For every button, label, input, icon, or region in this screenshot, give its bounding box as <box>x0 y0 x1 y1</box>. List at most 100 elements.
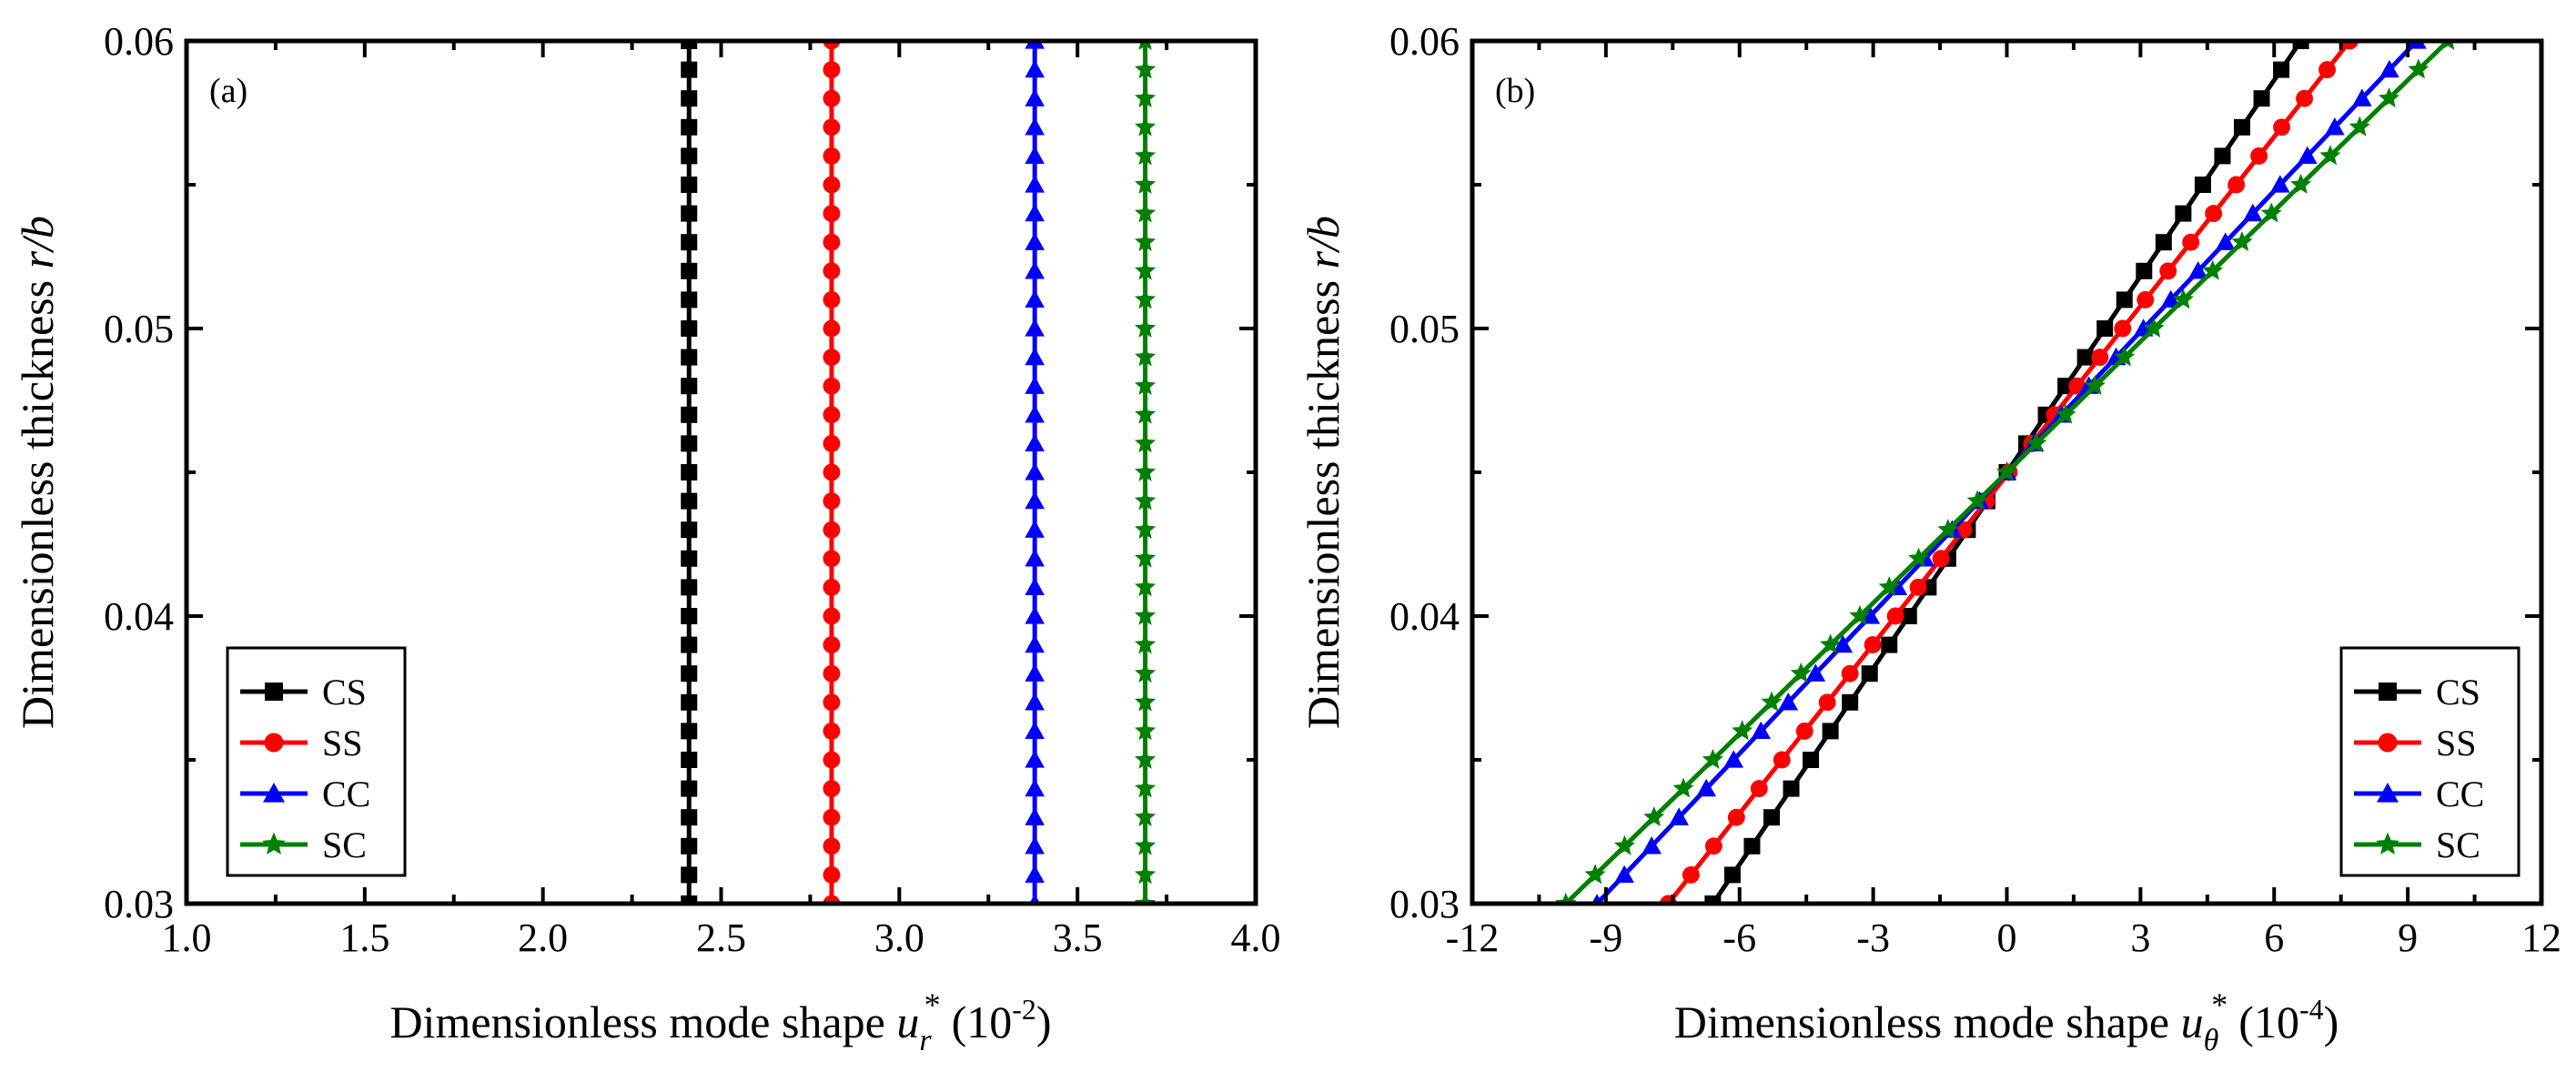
series-sc-point <box>1584 864 1606 885</box>
series-cc-point <box>1025 577 1045 596</box>
series-cs-point <box>681 780 698 797</box>
legend-sc-marker <box>2376 832 2399 855</box>
series-sc-point <box>1135 202 1157 223</box>
series-ss-point <box>2296 89 2313 107</box>
series-sc-point <box>1135 490 1157 511</box>
series-sc-point <box>2143 317 2165 338</box>
series-sc-point <box>1135 173 1157 194</box>
series-ss-point <box>823 89 841 107</box>
series-cs-point <box>681 866 698 884</box>
x-tick-label: 1.5 <box>339 915 389 960</box>
series-sc-point <box>2349 116 2370 137</box>
series-ss-point <box>823 118 841 137</box>
series-sc-point <box>2202 259 2224 280</box>
series-sc-point <box>1135 317 1157 338</box>
panel-a-tick-labels: 1.0 1.5 2.0 2.5 3.0 3.5 4.0 0.03 0.04 0.05 0.06 <box>104 19 1281 960</box>
series-cs-point <box>2116 291 2133 308</box>
series-ss-point <box>1750 780 1768 798</box>
series-cc-point <box>2187 261 2208 279</box>
series-cs-point <box>681 809 698 826</box>
series-sc-point <box>1135 145 1157 166</box>
series-sc-point <box>1643 806 1665 827</box>
series-cs-point <box>681 521 698 539</box>
series-cs-point <box>681 665 698 683</box>
series-ss-point <box>823 205 841 223</box>
series-sc-point <box>1702 748 1723 769</box>
y-tick-label: 0.06 <box>1389 19 1460 64</box>
series-ss-point <box>823 233 841 251</box>
series-ss-point <box>823 176 841 194</box>
series-cs-point <box>681 378 698 395</box>
x-tick-label: 3.0 <box>874 915 924 960</box>
series-ss-point <box>823 377 841 395</box>
legend-ss-marker <box>2378 733 2398 753</box>
series-cs-point <box>1723 866 1741 884</box>
x-tick-label: 0 <box>1997 915 2017 960</box>
legend-cs-marker <box>265 683 283 701</box>
series-ss-point <box>823 262 841 280</box>
series-cc-point <box>1860 606 1881 624</box>
series-ss-point <box>823 319 841 338</box>
series-ss-point <box>1795 722 1813 740</box>
series-cc-point <box>1025 146 1045 165</box>
series-ss-point <box>823 607 841 625</box>
series-sc-point <box>2379 87 2400 108</box>
series-cs-point <box>2175 205 2192 222</box>
series-sc-point <box>1995 460 2018 481</box>
series-sc-point <box>1135 231 1157 252</box>
series-ss-point <box>1864 636 1882 654</box>
series-cc-point <box>1833 634 1854 653</box>
series-ss-point <box>823 751 841 769</box>
series-cc-point <box>1029 894 1041 904</box>
series-ss-point <box>823 865 841 884</box>
y-tick-label: 0.05 <box>104 307 174 351</box>
series-sc-point <box>1135 633 1157 654</box>
legend-ss-marker <box>264 733 284 753</box>
series-cs-point <box>1803 752 1820 768</box>
legend-cc-label: CC <box>2436 774 2484 814</box>
series-ss-point <box>2114 319 2132 338</box>
series-sc-point <box>2260 202 2282 223</box>
series-sc-point <box>2172 288 2194 309</box>
legend-ss-label: SS <box>322 723 363 764</box>
series-cc-point <box>1025 232 1045 250</box>
panel-a-legend: CS SS CC SC <box>226 646 407 877</box>
panel-b: -12 -9 -6 -3 0 3 6 9 12 0.03 0.04 0.05 0.06 (b) Dime… <box>1298 19 2561 1057</box>
legend-ss-label: SS <box>2436 723 2477 764</box>
y-tick-label: 0.04 <box>104 594 174 639</box>
series-cs-point <box>681 435 698 452</box>
series-cs-point <box>681 636 698 653</box>
series-ss-point <box>823 722 841 740</box>
series-ss-point <box>1841 664 1859 683</box>
series-cc-point <box>1025 261 1045 279</box>
series-cc-point <box>1025 319 1045 337</box>
legend-cs-marker <box>2379 683 2397 701</box>
series-ss-point <box>823 578 841 596</box>
series-sc-point <box>1135 691 1157 712</box>
series-cs-point <box>1783 780 1800 797</box>
series-cc-point <box>1751 721 1772 740</box>
series-cc-point <box>2379 59 2399 78</box>
series-cc-point <box>1025 203 1045 222</box>
series-cs-point <box>1900 608 1917 624</box>
series-cs-point <box>681 693 698 711</box>
series-sc-point <box>1135 288 1157 309</box>
x-tick-label: 4.0 <box>1231 915 1281 960</box>
series-ss-point <box>823 434 841 452</box>
series-cs-point <box>681 837 698 855</box>
series-ss-point <box>2250 147 2268 165</box>
series-cs-point <box>681 61 698 78</box>
series-ss-point <box>1773 751 1791 769</box>
series-cc-point <box>1642 836 1662 855</box>
series-cs-point <box>681 205 698 222</box>
x-tick-label: 3.5 <box>1053 915 1103 960</box>
panel-a-ticks <box>185 39 1258 905</box>
series-sc-point <box>2025 432 2047 453</box>
series-ss-point <box>823 664 841 683</box>
series-cs-point <box>2253 90 2270 107</box>
series-cs-point <box>1842 693 1859 711</box>
series-sc-point <box>1878 576 1900 597</box>
series-cs-point <box>681 177 698 193</box>
series-ss-point <box>2137 290 2155 308</box>
